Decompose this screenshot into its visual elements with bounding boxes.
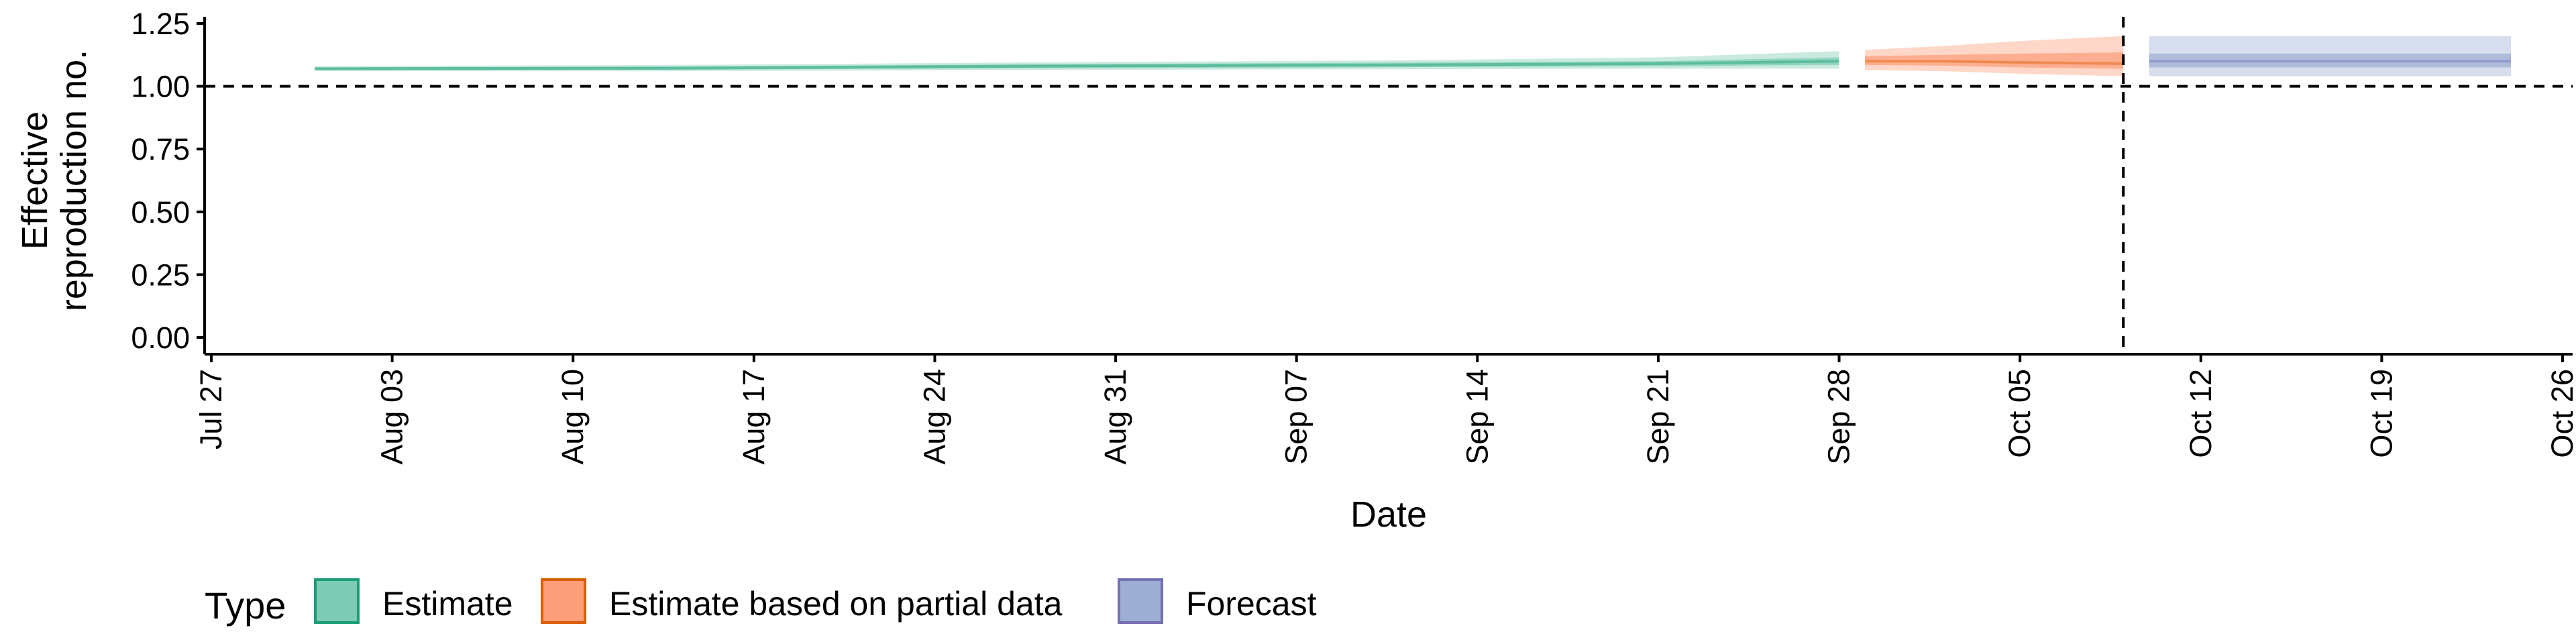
y-tick-label: 0.50 [131, 195, 190, 229]
median-line-series-0 [315, 60, 1839, 70]
y-tick-label: 0.25 [131, 258, 190, 292]
median-line-series-1 [1865, 60, 2124, 65]
x-tick-label: Aug 24 [917, 369, 951, 465]
x-tick-label: Aug 03 [375, 369, 409, 465]
x-tick-label: Aug 31 [1098, 369, 1132, 465]
legend-swatch [1118, 578, 1163, 624]
y-tick-label: 1.00 [131, 70, 190, 104]
x-tick-label: Sep 28 [1822, 369, 1856, 465]
legend-label: Forecast [1186, 585, 1317, 623]
x-tick-label: Aug 17 [737, 369, 771, 465]
x-tick-label: Oct 26 [2545, 369, 2576, 458]
x-tick-label: Oct 05 [2002, 369, 2037, 458]
series-bands [315, 36, 2511, 76]
series-medians [315, 60, 2511, 70]
x-tick-label: Sep 07 [1279, 369, 1313, 465]
x-tick-label: Jul 27 [194, 369, 228, 449]
y-tick-label: 0.00 [131, 321, 190, 355]
band-50-series-0 [315, 57, 1839, 70]
y-tick-label: 1.25 [131, 7, 190, 41]
band-50-series-2 [2149, 53, 2511, 68]
legend-title: Type [205, 584, 286, 627]
legend-swatch [541, 578, 586, 624]
legend: Type Estimate Estimate based on partial d… [205, 578, 1317, 627]
x-tick-label: Sep 14 [1460, 369, 1494, 465]
y-axis-title-line: reproduction no. [54, 50, 94, 311]
x-tick-label: Oct 12 [2184, 369, 2218, 458]
x-tick-label: Aug 10 [555, 369, 590, 465]
y-axis-ticks: 0.00 0.25 0.50 0.75 1.00 1.25 [131, 7, 205, 355]
legend-swatch [314, 578, 360, 624]
y-axis-title: Effectivereproduction no. [15, 50, 94, 311]
x-tick-label: Sep 21 [1641, 369, 1675, 465]
band-50-series-1 [1865, 52, 2124, 69]
x-tick-label: Oct 19 [2364, 369, 2398, 458]
y-axis-title-line: Effective [15, 111, 55, 250]
legend-label: Estimate based on partial data [609, 585, 1063, 623]
legend-label: Estimate [382, 585, 513, 623]
x-axis-ticks: Jul 27 Aug 03 Aug 10 Aug 17 Aug 24 Aug 31 Sep … [194, 354, 2576, 465]
x-axis-title: Date [1350, 494, 1427, 535]
y-tick-label: 0.75 [131, 132, 190, 166]
